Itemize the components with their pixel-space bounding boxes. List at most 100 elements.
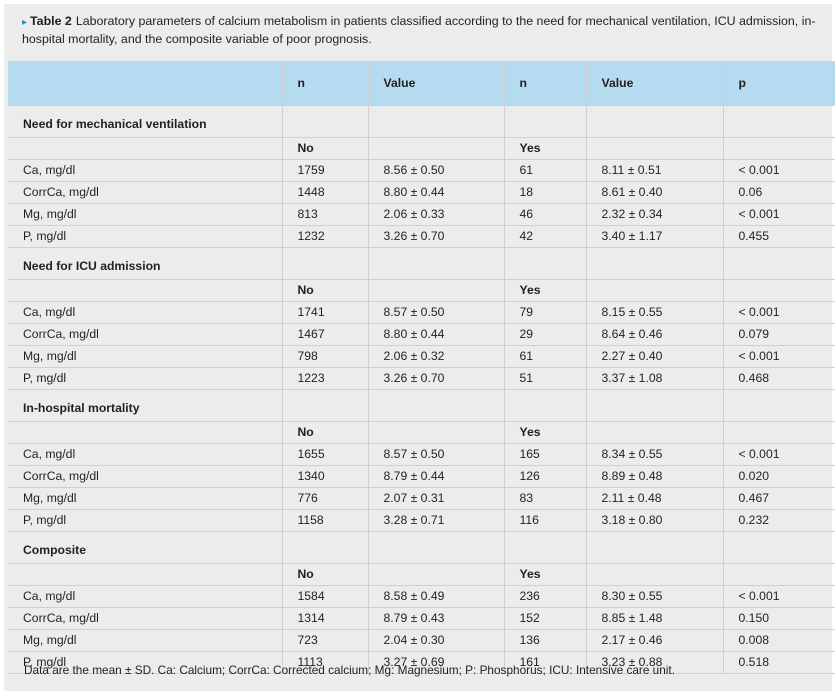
table-row: Mg, mg/dl 776 2.07 ± 0.31 83 2.11 ± 0.48 0.46… (8, 487, 835, 510)
n-no-cell: 1759 (281, 159, 368, 182)
caption-text: Laboratory parameters of calcium metabol… (22, 14, 816, 46)
no-label: No (281, 137, 368, 160)
value-yes-cell: 8.89 ± 0.48 (585, 465, 723, 488)
value-no-cell: 8.57 ± 0.50 (367, 301, 504, 324)
header-blank (8, 61, 282, 106)
n-yes-cell: 61 (503, 159, 586, 182)
caption-arrow-icon: ▸ (22, 17, 28, 28)
empty-cell (585, 531, 723, 564)
empty-cell (722, 279, 835, 302)
table-row: Mg, mg/dl 723 2.04 ± 0.30 136 2.17 ± 0.46 0.0… (8, 629, 835, 652)
p-value-cell: < 0.001 (722, 203, 835, 226)
n-yes-cell: 236 (503, 585, 586, 608)
group-label-row: No Yes (8, 279, 835, 302)
n-no-cell: 1584 (281, 585, 368, 608)
value-yes-cell: 8.30 ± 0.55 (585, 585, 723, 608)
empty-cell (585, 279, 723, 302)
n-no-cell: 1340 (281, 465, 368, 488)
empty-cell (503, 105, 586, 138)
value-yes-cell: 8.85 ± 1.48 (585, 607, 723, 630)
empty-cell (503, 531, 586, 564)
value-yes-cell: 3.23 ± 0.88 (585, 651, 723, 674)
n-no-cell: 1232 (281, 225, 368, 248)
value-no-cell: 8.79 ± 0.43 (367, 607, 504, 630)
parameter-cell: Mg, mg/dl (8, 629, 282, 652)
parameter-cell: Mg, mg/dl (8, 487, 282, 510)
section-title: Composite (8, 531, 282, 564)
empty-cell (585, 421, 723, 444)
table-row: Ca, mg/dl 1655 8.57 ± 0.50 165 8.34 ± 0.55 < … (8, 443, 835, 466)
p-value-cell: < 0.001 (722, 585, 835, 608)
empty-cell (503, 247, 586, 280)
value-no-cell: 8.79 ± 0.44 (367, 465, 504, 488)
parameter-cell: CorrCa, mg/dl (8, 323, 282, 346)
empty-cell (367, 389, 504, 422)
n-no-cell: 1655 (281, 443, 368, 466)
value-yes-cell: 2.32 ± 0.34 (585, 203, 723, 226)
n-no-cell: 776 (281, 487, 368, 510)
empty-cell (8, 279, 282, 302)
p-value-cell: < 0.001 (722, 345, 835, 368)
table-row: Ca, mg/dl 1584 8.58 ± 0.49 236 8.30 ± 0.55 < … (8, 585, 835, 608)
n-no-cell: 1223 (281, 367, 368, 390)
value-no-cell: 2.06 ± 0.33 (367, 203, 504, 226)
n-no-cell: 1448 (281, 181, 368, 204)
table-label: Table 2 (30, 14, 72, 28)
table-row: CorrCa, mg/dl 1314 8.79 ± 0.43 152 8.85 ± 1.… (8, 607, 835, 630)
table-page: ▸ Table 2 Laboratory parameters of calcium… (4, 4, 835, 691)
empty-cell (281, 531, 368, 564)
empty-cell (367, 137, 504, 160)
value-no-cell: 2.04 ± 0.30 (367, 629, 504, 652)
header-p: p (722, 61, 835, 106)
parameter-cell: Mg, mg/dl (8, 345, 282, 368)
table-body: Need for mechanical ventilation No Yes Ca, … (8, 105, 835, 674)
p-value-cell: 0.06 (722, 181, 835, 204)
empty-cell (585, 137, 723, 160)
table-row: Ca, mg/dl 1741 8.57 ± 0.50 79 8.15 ± 0.55 < 0… (8, 301, 835, 324)
empty-cell (281, 105, 368, 138)
p-value-cell: < 0.001 (722, 159, 835, 182)
empty-cell (8, 421, 282, 444)
empty-cell (585, 389, 723, 422)
section-title: In-hospital mortality (8, 389, 282, 422)
empty-cell (585, 105, 723, 138)
group-label-row: No Yes (8, 563, 835, 586)
parameter-cell: Ca, mg/dl (8, 159, 282, 182)
n-yes-cell: 116 (503, 509, 586, 532)
p-value-cell: 0.518 (722, 651, 835, 674)
empty-cell (503, 389, 586, 422)
header-value-no: Value (367, 61, 504, 106)
value-no-cell: 2.07 ± 0.31 (367, 487, 504, 510)
value-no-cell: 3.26 ± 0.70 (367, 367, 504, 390)
p-value-cell: 0.455 (722, 225, 835, 248)
value-no-cell: 3.28 ± 0.71 (367, 509, 504, 532)
value-no-cell: 8.80 ± 0.44 (367, 323, 504, 346)
n-yes-cell: 136 (503, 629, 586, 652)
header-n-yes: n (503, 61, 586, 106)
empty-cell (722, 531, 835, 564)
value-yes-cell: 8.61 ± 0.40 (585, 181, 723, 204)
n-yes-cell: 79 (503, 301, 586, 324)
yes-label: Yes (503, 137, 586, 160)
no-label: No (281, 279, 368, 302)
table-header-row: n Value n Value p (8, 61, 835, 106)
parameter-cell: Mg, mg/dl (8, 203, 282, 226)
parameter-cell: P, mg/dl (8, 225, 282, 248)
value-no-cell: 2.06 ± 0.32 (367, 345, 504, 368)
empty-cell (367, 563, 504, 586)
no-label: No (281, 421, 368, 444)
section-title-row: In-hospital mortality (8, 389, 835, 422)
value-yes-cell: 8.11 ± 0.51 (585, 159, 723, 182)
n-yes-cell: 51 (503, 367, 586, 390)
p-value-cell: < 0.001 (722, 301, 835, 324)
p-value-cell: 0.020 (722, 465, 835, 488)
empty-cell (367, 105, 504, 138)
empty-cell (367, 279, 504, 302)
table-row: P, mg/dl 1223 3.26 ± 0.70 51 3.37 ± 1.08 0.46… (8, 367, 835, 390)
value-yes-cell: 2.17 ± 0.46 (585, 629, 723, 652)
p-value-cell: 0.467 (722, 487, 835, 510)
parameter-cell: CorrCa, mg/dl (8, 607, 282, 630)
parameter-cell: CorrCa, mg/dl (8, 465, 282, 488)
table-footnote: Data are the mean ± SD. Ca: Calcium; Cor… (24, 663, 675, 677)
value-yes-cell: 3.40 ± 1.17 (585, 225, 723, 248)
